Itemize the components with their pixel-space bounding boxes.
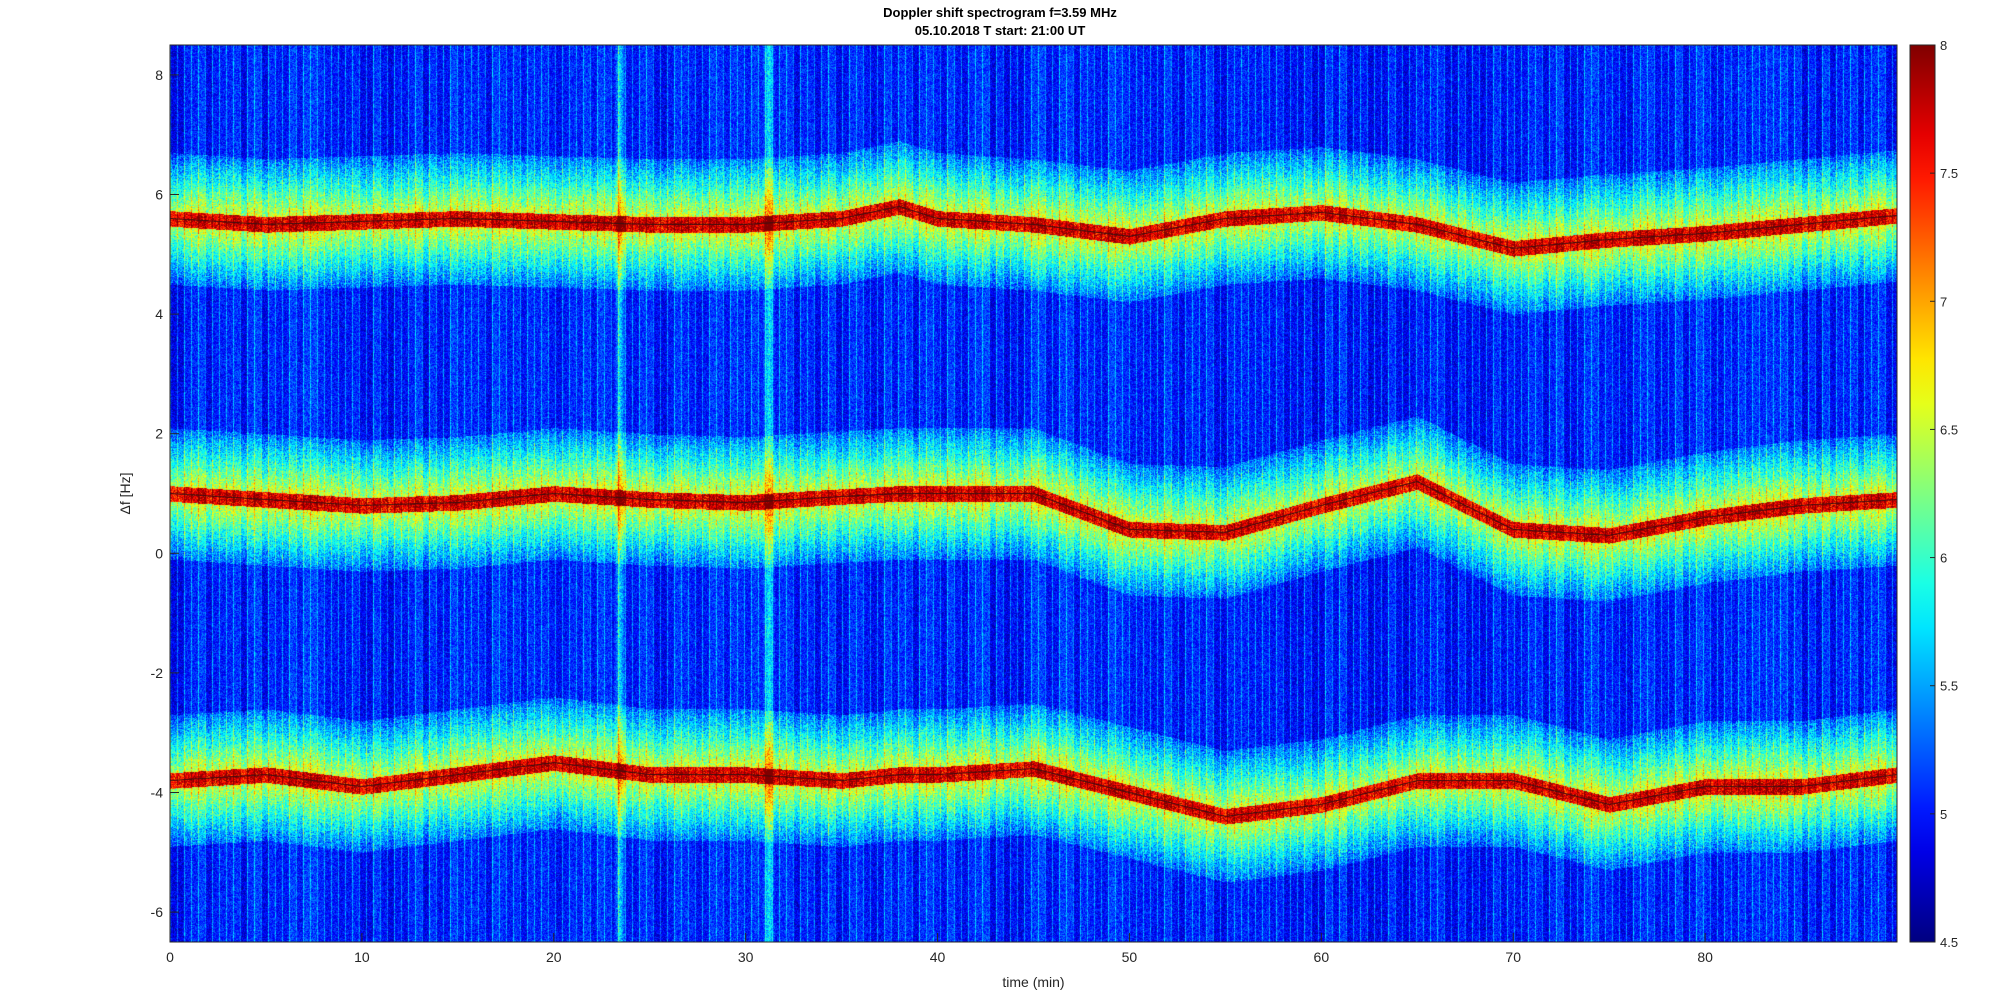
y-tick-label-7: 8 <box>155 67 163 83</box>
x-tick-label-2: 20 <box>546 949 562 965</box>
y-tick-label-1: -4 <box>151 785 164 801</box>
chart-title: Doppler shift spectrogram f=3.59 MHz <box>883 5 1117 20</box>
y-tick-label-0: -6 <box>151 904 164 920</box>
x-tick-label-0: 0 <box>166 949 174 965</box>
x-tick-label-6: 60 <box>1314 949 1330 965</box>
colorbar-tick-label-0: 4.5 <box>1940 935 1958 950</box>
colorbar-tick-label-2: 5.5 <box>1940 679 1958 694</box>
x-tick-label-7: 70 <box>1505 949 1521 965</box>
trace-line-2 <box>169 480 1898 536</box>
x-axis-label: time (min) <box>1002 974 1064 990</box>
y-tick-label-4: 2 <box>155 426 163 442</box>
y-tick-label-3: 0 <box>155 545 163 561</box>
y-tick-label-5: 4 <box>155 306 163 322</box>
x-tick-label-1: 10 <box>354 949 370 965</box>
colorbar <box>1909 44 1936 943</box>
y-tick-label-6: 6 <box>155 187 163 203</box>
x-tick-label-5: 50 <box>1122 949 1138 965</box>
colorbar-tick-label-1: 5 <box>1940 807 1947 822</box>
x-tick-label-8: 80 <box>1697 949 1713 965</box>
plot-frame <box>169 44 1898 943</box>
y-axis-label: Δf [Hz] <box>117 472 133 514</box>
x-tick-label-4: 40 <box>930 949 946 965</box>
colorbar-tick-label-4: 6.5 <box>1940 422 1958 437</box>
trace-line-3 <box>169 761 1898 818</box>
y-tick-label-2: -2 <box>151 665 164 681</box>
colorbar-tick-label-7: 8 <box>1940 38 1947 53</box>
trace-line-1 <box>169 205 1898 249</box>
colorbar-tick-label-5: 7 <box>1940 294 1947 309</box>
chart-subtitle: 05.10.2018 T start: 21:00 UT <box>914 23 1086 38</box>
x-tick-label-3: 30 <box>738 949 754 965</box>
colorbar-tick-label-6: 7.5 <box>1940 166 1958 181</box>
colorbar-tick-label-3: 6 <box>1940 551 1947 566</box>
